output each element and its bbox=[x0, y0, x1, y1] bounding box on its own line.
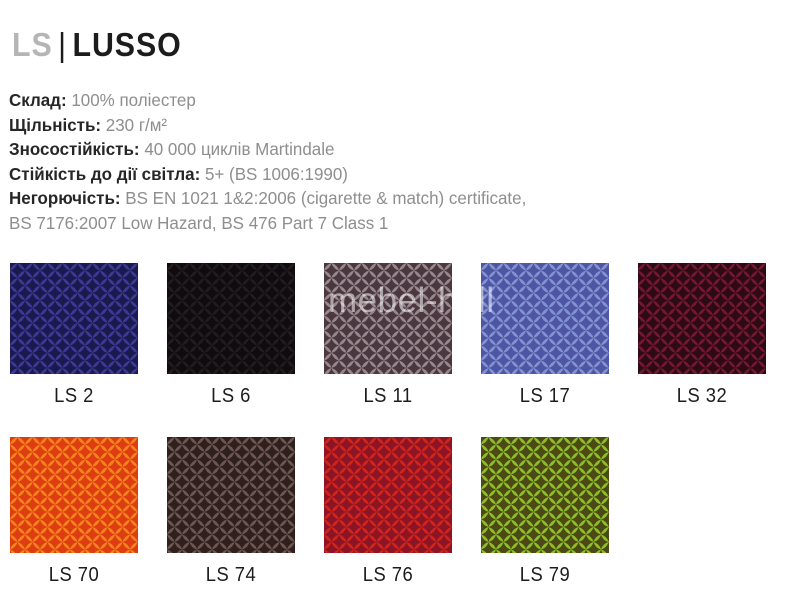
swatch-code-label: LS 2 bbox=[54, 385, 94, 407]
spec-composition: Склад: 100% поліестер bbox=[9, 90, 196, 110]
fabric-name-title: LUSSO bbox=[72, 26, 182, 63]
swatch-ls-74[interactable]: LS 74 bbox=[167, 437, 295, 587]
fabric-texture-image bbox=[10, 437, 138, 553]
title-separator: | bbox=[58, 26, 67, 63]
swatch-code-label: LS 74 bbox=[205, 564, 257, 586]
swatch-row-1: LS 2 LS 6 LS 11 LS 17 LS 32 bbox=[10, 263, 766, 408]
spec-abrasion: Зносостійкість: 40 000 циклів Martindale bbox=[9, 139, 335, 160]
spec-flammability-cont: BS 7176:2007 Low Hazard, BS 476 Part 7 C… bbox=[9, 212, 389, 233]
spec-lightfastness: Стійкість до дії світла: 5+ (BS 1006:199… bbox=[9, 163, 348, 184]
swatch-code-label: LS 32 bbox=[676, 385, 728, 407]
fabric-texture-image bbox=[167, 263, 295, 374]
fabric-texture-image bbox=[10, 263, 138, 374]
swatch-code-label: LS 17 bbox=[519, 385, 571, 407]
fabric-code-title: LS bbox=[12, 26, 53, 63]
swatch-code-label: LS 79 bbox=[519, 564, 571, 586]
swatch-ls-79[interactable]: LS 79 bbox=[481, 437, 609, 587]
fabric-texture-image bbox=[324, 437, 452, 553]
fabric-specs: Склад: 100% поліестер Щільність: 230 г/м… bbox=[9, 88, 526, 236]
swatch-row-2: LS 70 LS 74 LS 76 LS 79 bbox=[10, 437, 609, 587]
swatch-code-label: LS 11 bbox=[363, 385, 413, 407]
swatch-code-label: LS 70 bbox=[48, 564, 100, 586]
swatch-ls-2[interactable]: LS 2 bbox=[10, 263, 138, 408]
fabric-texture-image bbox=[638, 263, 766, 374]
page-title: LS | LUSSO bbox=[12, 26, 182, 64]
swatch-code-label: LS 76 bbox=[362, 564, 414, 586]
spec-flammability: Негорючість: BS EN 1021 1&2:2006 (cigare… bbox=[9, 188, 527, 209]
fabric-texture-image bbox=[481, 437, 609, 553]
fabric-texture-image bbox=[324, 263, 452, 374]
spec-density: Щільність: 230 г/м² bbox=[9, 114, 168, 135]
swatch-ls-70[interactable]: LS 70 bbox=[10, 437, 138, 587]
fabric-texture-image bbox=[481, 263, 609, 374]
swatch-ls-11[interactable]: LS 11 bbox=[324, 263, 452, 408]
swatch-ls-6[interactable]: LS 6 bbox=[167, 263, 295, 408]
swatch-ls-76[interactable]: LS 76 bbox=[324, 437, 452, 587]
swatch-ls-17[interactable]: LS 17 bbox=[481, 263, 609, 408]
fabric-texture-image bbox=[167, 437, 295, 553]
swatch-code-label: LS 6 bbox=[211, 385, 251, 407]
swatch-ls-32[interactable]: LS 32 bbox=[638, 263, 766, 408]
